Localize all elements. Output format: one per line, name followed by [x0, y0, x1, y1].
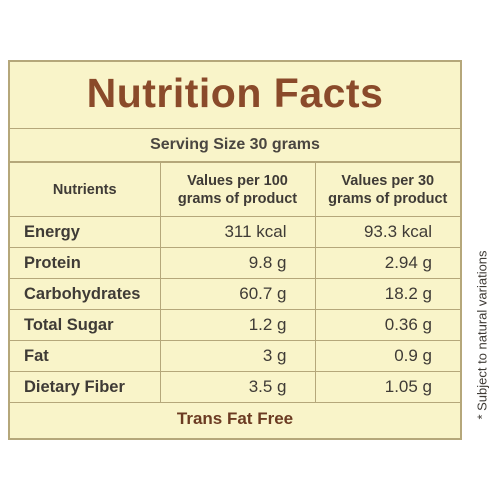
table-row: Fat 3 g 0.9 g: [10, 340, 460, 372]
nutrient-value: 1.05 g: [314, 371, 460, 403]
header-cell: Values per 100 grams of product: [159, 162, 316, 217]
table-row: Energy 311 kcal 93.3 kcal: [10, 216, 460, 248]
table-row: Dietary Fiber 3.5 g 1.05 g: [10, 371, 460, 403]
nutrient-value: 60.7 g: [159, 278, 316, 310]
nutrient-value: 18.2 g: [314, 278, 460, 310]
nutrient-value: 9.8 g: [159, 247, 316, 279]
nutrient-value: 2.94 g: [314, 247, 460, 279]
title: Nutrition Facts: [86, 70, 384, 116]
nutrient-name: Carbohydrates: [10, 278, 161, 310]
nutrition-label: Nutrition Facts Serving Size 30 grams Nu…: [8, 60, 462, 440]
side-note: * Subject to natural variations: [474, 250, 490, 420]
serving-size: Serving Size 30 grams: [10, 128, 460, 162]
nutrient-value: 0.36 g: [314, 309, 460, 341]
footer: Trans Fat Free: [176, 409, 294, 428]
header-row: Nutrients Values per 100 grams of product…: [10, 162, 460, 217]
table-row: Protein 9.8 g 2.94 g: [10, 247, 460, 279]
header-cell: Nutrients: [10, 162, 161, 217]
nutrient-value: 1.2 g: [159, 309, 316, 341]
nutrient-name: Protein: [10, 247, 161, 279]
nutrient-value: 0.9 g: [314, 340, 460, 372]
nutrient-value: 311 kcal: [159, 216, 316, 248]
nutrient-value: 3 g: [159, 340, 316, 372]
nutrient-name: Fat: [10, 340, 161, 372]
nutrient-value: 3.5 g: [159, 371, 316, 403]
nutrient-name: Energy: [10, 216, 161, 248]
table-row: Total Sugar 1.2 g 0.36 g: [10, 309, 460, 341]
nutrient-name: Dietary Fiber: [10, 371, 161, 403]
nutrient-value: 93.3 kcal: [314, 216, 460, 248]
header-cell: Values per 30 grams of product: [314, 162, 460, 217]
nutrient-name: Total Sugar: [10, 309, 161, 341]
table-row: Carbohydrates 60.7 g 18.2 g: [10, 278, 460, 310]
nutrition-table: Nutrients Values per 100 grams of product…: [10, 162, 460, 403]
